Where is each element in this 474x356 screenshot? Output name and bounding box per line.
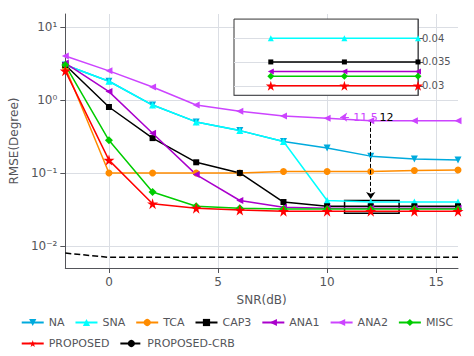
svg-text:SNA: SNA [102, 316, 125, 329]
svg-text:NA: NA [49, 316, 65, 329]
svg-text:PROPOSED: PROPOSED [49, 337, 110, 350]
svg-text:PROPOSED-CRB: PROPOSED-CRB [147, 337, 234, 350]
svg-text:TCA: TCA [162, 316, 185, 329]
svg-text:12: 12 [379, 111, 393, 124]
svg-text:CAP3: CAP3 [222, 316, 251, 329]
svg-text:15: 15 [429, 275, 444, 289]
svg-text:0.03: 0.03 [422, 80, 444, 91]
svg-text:ANA1: ANA1 [289, 316, 319, 329]
svg-text:MISC: MISC [426, 316, 454, 329]
svg-text:ANA2: ANA2 [358, 316, 388, 329]
svg-text:10⁰: 10⁰ [37, 93, 57, 107]
svg-text:0.035: 0.035 [422, 56, 451, 67]
svg-text:10⁻²: 10⁻² [31, 239, 58, 253]
svg-text:0: 0 [105, 275, 113, 289]
svg-text:11.5: 11.5 [353, 111, 378, 124]
svg-text:10⁻¹: 10⁻¹ [31, 166, 58, 180]
svg-text:SNR(dB): SNR(dB) [237, 293, 287, 307]
svg-text:10¹: 10¹ [37, 20, 57, 34]
svg-text:10: 10 [319, 275, 334, 289]
svg-text:0.04: 0.04 [422, 33, 444, 44]
svg-text:5: 5 [214, 275, 222, 289]
svg-text:RMSE(Degree): RMSE(Degree) [7, 98, 21, 185]
